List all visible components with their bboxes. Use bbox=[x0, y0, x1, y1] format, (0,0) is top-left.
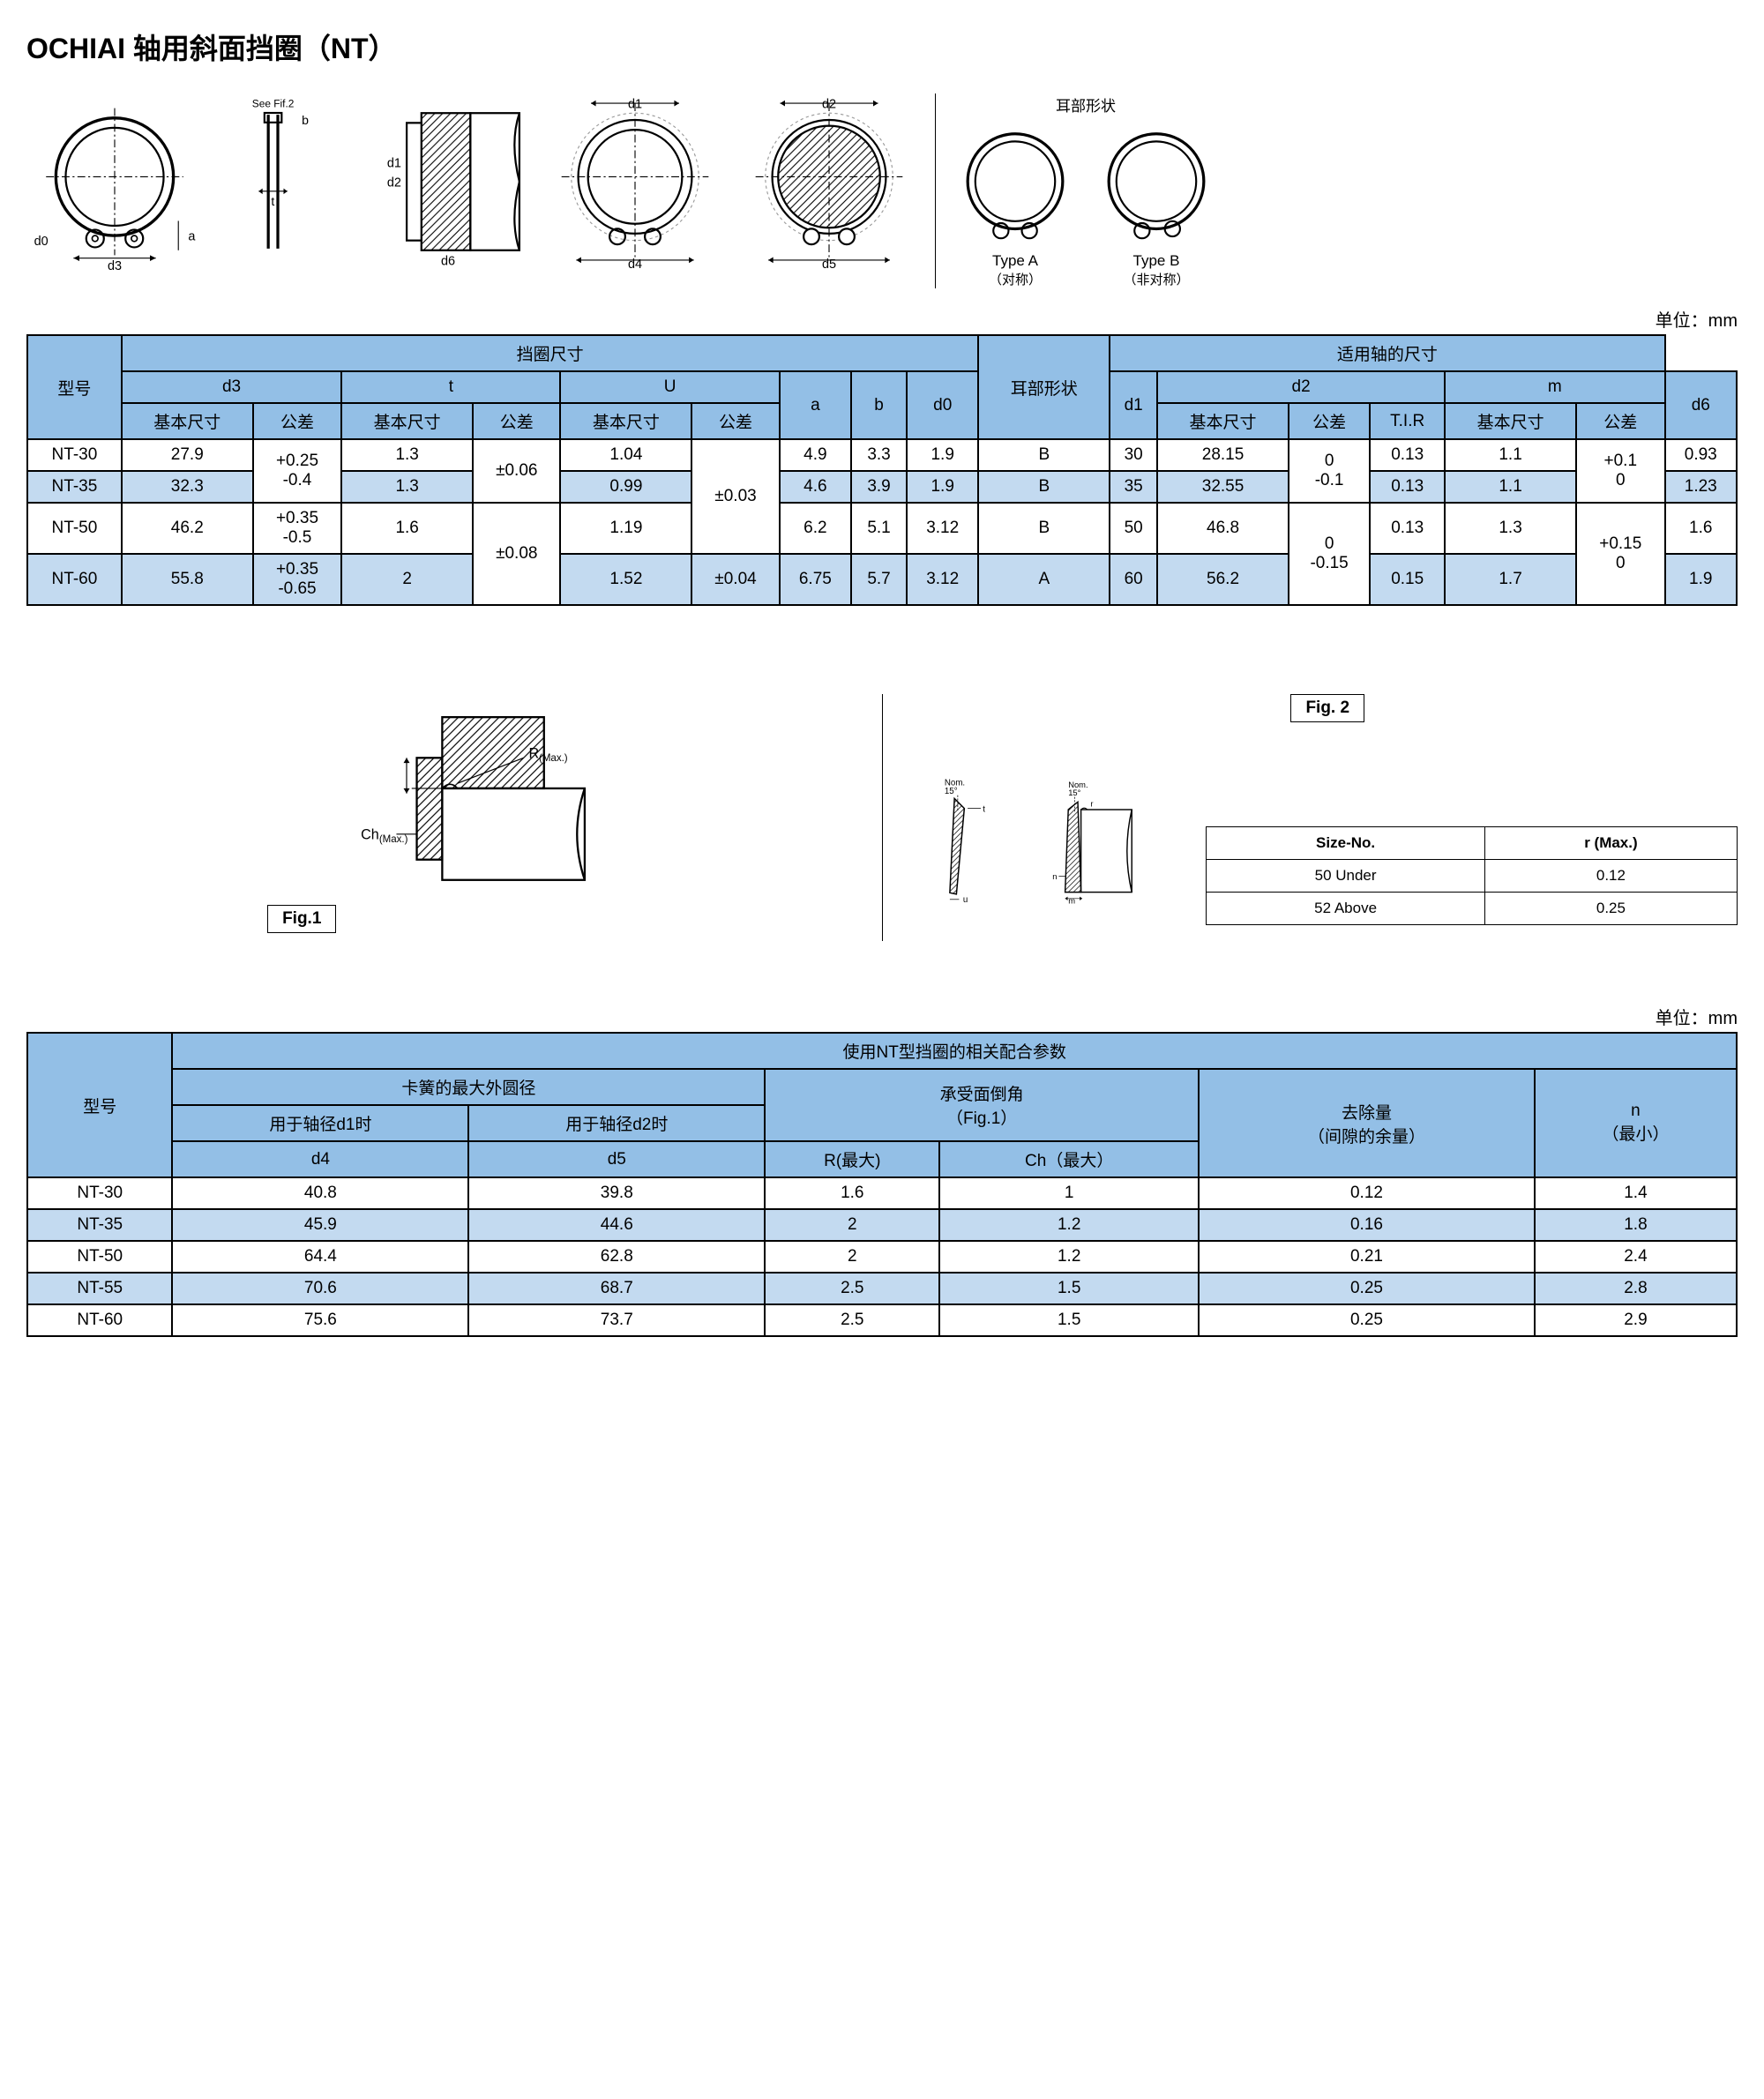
th-d3: d3 bbox=[122, 371, 341, 403]
svg-text:15°: 15° bbox=[1068, 788, 1080, 797]
th-model: 型号 bbox=[27, 335, 122, 439]
th-ring-dim: 挡圈尺寸 bbox=[122, 335, 979, 371]
th-basic: 基本尺寸 bbox=[341, 403, 473, 439]
svg-text:d5: d5 bbox=[822, 258, 836, 270]
th-m: m bbox=[1445, 371, 1664, 403]
r-max-table: Size-No.r (Max.) 50 Under0.12 52 Above0.… bbox=[1206, 826, 1738, 925]
td: 52 Above bbox=[1207, 893, 1485, 925]
th-basic: 基本尺寸 bbox=[1157, 403, 1289, 439]
svg-text:(Max.): (Max.) bbox=[379, 834, 408, 845]
top-diagrams: d3 d0 a b t See Fif.2 d1 d2 d6 d1 d4 d2 … bbox=[26, 93, 1738, 288]
type-a-diagram bbox=[953, 124, 1077, 248]
th-tol: 公差 bbox=[473, 403, 560, 439]
dimensions-table: 型号 挡圈尺寸 耳部形状 适用轴的尺寸 d3 t U a b d0 d1 d2 … bbox=[26, 334, 1738, 606]
th-tol: 公差 bbox=[691, 403, 779, 439]
th-ear: 耳部形状 bbox=[978, 335, 1110, 439]
fig2-label: Fig. 2 bbox=[1290, 694, 1364, 722]
svg-text:See Fif.2: See Fif.2 bbox=[252, 98, 295, 110]
svg-text:d3: d3 bbox=[108, 259, 122, 270]
th-d1: d1 bbox=[1110, 371, 1157, 439]
th-d6: d6 bbox=[1665, 371, 1737, 439]
figures-section: Fig.1 R(Max.) Ch(Max.) Fig. 2 Nom. 15° t… bbox=[26, 694, 1738, 951]
svg-text:d6: d6 bbox=[441, 254, 455, 268]
section-view-diagram: d1 d2 d6 bbox=[353, 93, 529, 270]
fig1-diagram: R(Max.) Ch(Max.) bbox=[340, 694, 605, 923]
th-size-no: Size-No. bbox=[1207, 827, 1485, 860]
fig1-label: Fig.1 bbox=[267, 905, 336, 933]
svg-text:Nom.: Nom. bbox=[1068, 781, 1088, 789]
svg-text:d4: d4 bbox=[628, 258, 642, 270]
svg-text:d2: d2 bbox=[387, 176, 401, 190]
td: 50 Under bbox=[1207, 860, 1485, 893]
svg-text:a: a bbox=[188, 230, 196, 244]
th-a: a bbox=[780, 371, 851, 439]
th-tir: T.I.R bbox=[1370, 403, 1445, 439]
type-b-sub: （非对称） bbox=[1095, 270, 1218, 288]
td: 0.25 bbox=[1484, 893, 1737, 925]
th-tol: 公差 bbox=[253, 403, 342, 439]
svg-text:m: m bbox=[1068, 897, 1075, 906]
th-r-max: r (Max.) bbox=[1484, 827, 1737, 860]
svg-text:d0: d0 bbox=[34, 235, 49, 249]
d2-d5-diagram: d2 d5 bbox=[741, 93, 917, 270]
th-shaft-dim: 适用轴的尺寸 bbox=[1110, 335, 1664, 371]
svg-text:r: r bbox=[1090, 799, 1093, 808]
type-a-sub: （对称） bbox=[953, 270, 1077, 288]
svg-text:15°: 15° bbox=[944, 787, 957, 796]
th-basic: 基本尺寸 bbox=[560, 403, 691, 439]
svg-text:t: t bbox=[271, 194, 274, 208]
th-d0: d0 bbox=[907, 371, 978, 439]
svg-text:n: n bbox=[1052, 872, 1057, 881]
page-title: OCHIAI 轴用斜面挡圈（NT） bbox=[26, 26, 1738, 67]
type-b-label: Type B bbox=[1095, 252, 1218, 270]
d1-d4-diagram: d1 d4 bbox=[547, 93, 723, 270]
th-basic: 基本尺寸 bbox=[1445, 403, 1576, 439]
svg-text:b: b bbox=[302, 113, 309, 127]
svg-text:t: t bbox=[983, 804, 985, 814]
type-a-label: Type A bbox=[953, 252, 1077, 270]
th-tol: 公差 bbox=[1576, 403, 1665, 439]
svg-text:d1: d1 bbox=[628, 98, 642, 112]
svg-text:R: R bbox=[529, 745, 540, 761]
fig2-diagram-right: Nom. 15° r n m bbox=[1030, 740, 1145, 943]
fig2-diagram-left: Nom. 15° t u bbox=[918, 740, 1004, 943]
unit-label-1: 单位：mm bbox=[26, 306, 1738, 332]
th-basic: 基本尺寸 bbox=[122, 403, 253, 439]
ear-shape-label: 耳部形状 bbox=[953, 93, 1218, 116]
side-view-diagram: b t See Fif.2 bbox=[220, 93, 335, 270]
th-d2: d2 bbox=[1157, 371, 1445, 403]
th-u: U bbox=[560, 371, 779, 403]
td: 0.12 bbox=[1484, 860, 1737, 893]
svg-text:d1: d1 bbox=[387, 156, 401, 170]
svg-text:Ch: Ch bbox=[361, 827, 379, 843]
ring-diagram-1: d3 d0 a bbox=[26, 93, 203, 270]
unit-label-2: 单位：mm bbox=[26, 1004, 1738, 1029]
th-tol: 公差 bbox=[1289, 403, 1370, 439]
fitting-params-table: 型号使用NT型挡圈的相关配合参数 卡簧的最大外圆径承受面倒角 （Fig.1）去除… bbox=[26, 1032, 1738, 1337]
type-b-diagram bbox=[1095, 124, 1218, 248]
svg-text:d2: d2 bbox=[822, 98, 836, 112]
svg-text:(Max.): (Max.) bbox=[539, 753, 568, 764]
th-t: t bbox=[341, 371, 560, 403]
th-b: b bbox=[851, 371, 907, 439]
svg-text:u: u bbox=[962, 895, 967, 905]
